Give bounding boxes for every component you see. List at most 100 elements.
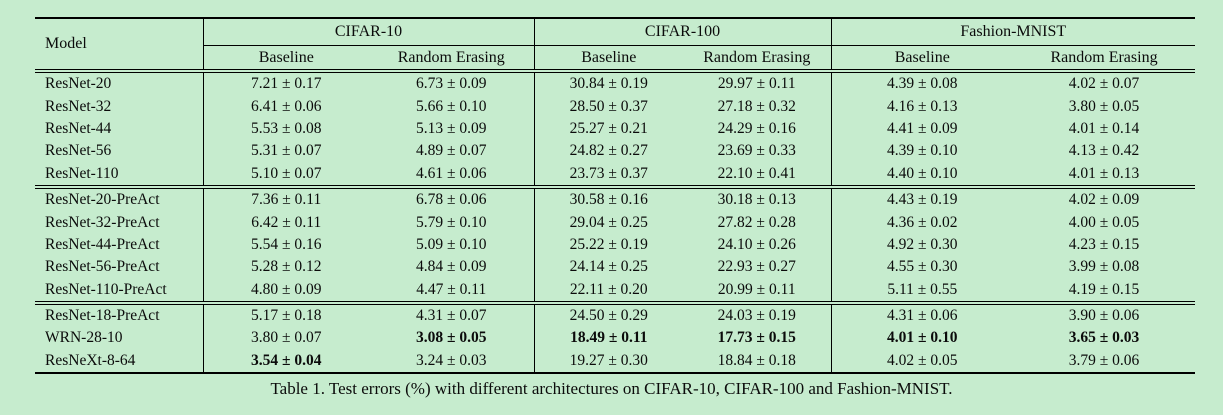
value-cell: 23.73 ± 0.37 [569, 164, 648, 182]
model-name-cell: ResNet-56 [35, 140, 204, 163]
subheader-fmnist-random-erasing: Random Erasing [1013, 45, 1196, 73]
value-cell: 25.27 ± 0.21 [569, 119, 648, 137]
table-row: ResNet-44-PreAct 5.54 ± 0.16 5.09 ± 0.10 25… [35, 233, 1195, 257]
results-table: Model CIFAR-10 CIFAR-100 Fashion-MNIST B… [35, 17, 1196, 375]
value-cell: 24.50 ± 0.29 [534, 300, 684, 328]
value-cell: 5.79 ± 0.10 [369, 211, 535, 234]
model-name-cell: ResNet-20 [35, 71, 204, 96]
model-name-cell: ResNet-110-PreAct [35, 278, 204, 303]
value-cell: 4.02 ± 0.09 [1013, 184, 1196, 212]
value-cell: 4.55 ± 0.30 [887, 258, 958, 276]
table-row: ResNet-56-PreAct 5.28 ± 0.12 4.84 ± 0.09 24… [35, 256, 1195, 279]
value-cell: 24.14 ± 0.25 [569, 258, 648, 276]
model-name-cell: ResNeXt-8-64 [35, 349, 204, 375]
table-row: ResNet-110 5.10 ± 0.07 4.61 ± 0.06 23.73 ± … [35, 162, 1195, 187]
value-cell: 3.79 ± 0.06 [1013, 349, 1196, 375]
value-cell: 24.10 ± 0.26 [683, 233, 832, 257]
subheader-cifar100-random-erasing: Random Erasing [683, 45, 832, 73]
value-cell: 24.82 ± 0.27 [569, 142, 648, 160]
table-row: ResNeXt-8-64 3.54 ± 0.04 3.24 ± 0.03 19.27 … [35, 349, 1196, 375]
value-cell: 4.31 ± 0.06 [831, 300, 1014, 328]
value-cell: 25.22 ± 0.19 [569, 235, 648, 253]
value-cell: 30.18 ± 0.13 [683, 184, 832, 212]
value-cell: 4.01 ± 0.10 [887, 329, 958, 347]
value-cell: 18.49 ± 0.11 [570, 329, 648, 347]
model-name-cell: WRN-28-10 [35, 327, 204, 350]
value-cell: 4.16 ± 0.13 [887, 97, 958, 115]
value-cell: 5.11 ± 0.55 [887, 280, 958, 298]
row-group-1: ResNet-20-PreAct 7.36 ± 0.11 6.78 ± 0.06 30… [35, 184, 1196, 303]
value-cell: 7.36 ± 0.11 [203, 184, 369, 212]
value-cell: 5.10 ± 0.07 [250, 164, 322, 182]
value-cell: 24.03 ± 0.19 [683, 300, 832, 328]
value-cell: 5.31 ± 0.07 [250, 142, 322, 160]
model-name-cell: ResNet-44-PreAct [35, 233, 204, 257]
column-header-model: Model [35, 17, 204, 73]
value-cell: 3.24 ± 0.03 [369, 349, 535, 375]
table-row: ResNet-32 6.41 ± 0.06 5.66 ± 0.10 28.50 ± 0… [35, 95, 1195, 118]
value-cell: 29.04 ± 0.25 [569, 213, 648, 231]
value-cell: 6.73 ± 0.09 [369, 71, 535, 96]
value-cell: 4.61 ± 0.06 [369, 162, 535, 187]
value-cell: 6.41 ± 0.06 [250, 97, 322, 115]
value-cell: 27.82 ± 0.28 [683, 211, 832, 234]
value-cell: 4.02 ± 0.05 [831, 349, 1014, 375]
value-cell: 4.43 ± 0.19 [831, 184, 1014, 212]
model-name-cell: ResNet-32-PreAct [35, 211, 204, 234]
column-group-cifar10: CIFAR-10 [203, 17, 535, 46]
value-cell: 4.47 ± 0.11 [369, 278, 535, 303]
table-row: ResNet-56 5.31 ± 0.07 4.89 ± 0.07 24.82 ± 0… [35, 140, 1195, 163]
value-cell: 29.97 ± 0.11 [683, 71, 832, 96]
group-header-row: Model CIFAR-10 CIFAR-100 Fashion-MNIST [35, 17, 1196, 73]
value-cell: 5.13 ± 0.09 [369, 117, 535, 141]
table-row: ResNet-20-PreAct 7.36 ± 0.11 6.78 ± 0.06 30… [35, 184, 1196, 212]
value-cell: 4.40 ± 0.10 [887, 164, 958, 182]
subheader-cifar10-random-erasing: Random Erasing [369, 45, 535, 73]
subheader-fmnist-baseline: Baseline [831, 45, 1014, 73]
value-cell: 4.41 ± 0.09 [887, 119, 958, 137]
model-name-cell: ResNet-56-PreAct [35, 256, 204, 279]
value-cell: 4.89 ± 0.07 [369, 140, 535, 163]
value-cell: 4.80 ± 0.09 [250, 280, 322, 298]
value-cell: 6.78 ± 0.06 [369, 184, 535, 212]
value-cell: 24.29 ± 0.16 [683, 117, 832, 141]
value-cell: 17.73 ± 0.15 [683, 327, 832, 350]
table-row: ResNet-20 7.21 ± 0.17 6.73 ± 0.09 30.84 ± 0… [35, 71, 1195, 96]
value-cell: 4.13 ± 0.42 [1068, 142, 1140, 160]
value-cell: 4.36 ± 0.02 [887, 213, 958, 231]
value-cell: 30.84 ± 0.19 [569, 75, 648, 93]
table-row: ResNet-32-PreAct 6.42 ± 0.11 5.79 ± 0.10 29… [35, 211, 1195, 234]
value-cell: 3.80 ± 0.07 [250, 329, 322, 347]
value-cell: 27.18 ± 0.32 [683, 95, 832, 118]
value-cell: 30.58 ± 0.16 [534, 184, 684, 212]
sub-header-row: Baseline Random Erasing Baseline Random … [35, 45, 1196, 73]
value-cell: 4.02 ± 0.07 [1068, 75, 1140, 93]
value-cell: 22.11 ± 0.20 [569, 280, 648, 298]
row-group-0: ResNet-20 7.21 ± 0.17 6.73 ± 0.09 30.84 ± 0… [35, 71, 1195, 187]
value-cell: 5.09 ± 0.10 [369, 233, 535, 257]
value-cell: 22.93 ± 0.27 [683, 256, 832, 279]
value-cell: 5.28 ± 0.12 [250, 258, 322, 276]
subheader-cifar10-baseline: Baseline [203, 45, 369, 73]
model-name-cell: ResNet-32 [35, 95, 204, 118]
value-cell: 6.42 ± 0.11 [251, 213, 322, 231]
model-name-cell: ResNet-44 [35, 117, 204, 141]
value-cell: 3.90 ± 0.06 [1013, 300, 1196, 328]
value-cell: 4.00 ± 0.05 [1068, 213, 1140, 231]
value-cell: 3.80 ± 0.05 [1068, 97, 1140, 115]
value-cell: 4.92 ± 0.30 [887, 235, 958, 253]
value-cell: 19.27 ± 0.30 [534, 349, 684, 375]
value-cell: 5.53 ± 0.08 [250, 119, 322, 137]
value-cell: 3.54 ± 0.04 [203, 349, 369, 375]
value-cell: 4.39 ± 0.10 [887, 142, 958, 160]
row-group-2: ResNet-18-PreAct 5.17 ± 0.18 4.31 ± 0.07 24… [35, 300, 1196, 375]
table-row: WRN-28-10 3.80 ± 0.07 3.08 ± 0.05 18.49 ± 0… [35, 327, 1195, 350]
model-name-cell: ResNet-18-PreAct [35, 300, 204, 328]
value-cell: 4.01 ± 0.13 [1068, 164, 1140, 182]
column-group-fashion-mnist: Fashion-MNIST [831, 17, 1196, 46]
value-cell: 20.99 ± 0.11 [683, 278, 832, 303]
model-name-cell: ResNet-110 [35, 162, 204, 187]
column-group-cifar100: CIFAR-100 [534, 17, 832, 46]
value-cell: 5.66 ± 0.10 [369, 95, 535, 118]
